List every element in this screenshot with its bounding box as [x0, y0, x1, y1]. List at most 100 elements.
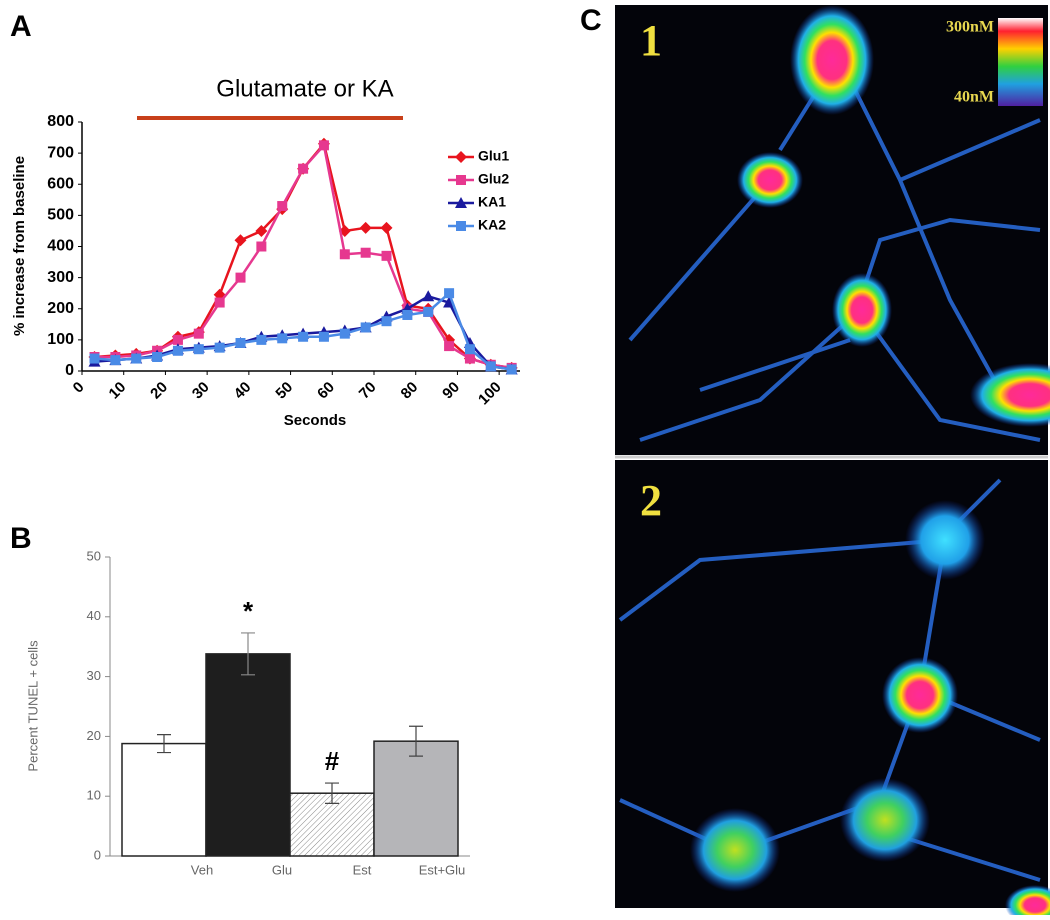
marker	[172, 334, 183, 345]
y-tick-label: 700	[47, 144, 74, 161]
colorbar-max: 300nM	[946, 19, 994, 36]
image-label: 2	[640, 476, 662, 525]
x-tick-label: 40	[231, 379, 255, 403]
marker	[402, 309, 413, 320]
marker	[455, 151, 467, 163]
marker	[110, 355, 121, 366]
marker	[298, 163, 309, 174]
marker	[381, 250, 392, 261]
marker	[455, 197, 467, 208]
y-tick-label: 200	[47, 300, 74, 317]
y-tick-label: 0	[94, 847, 101, 862]
x-tick-label: 100	[475, 379, 505, 409]
marker	[193, 344, 204, 355]
y-tick-label: 50	[87, 548, 101, 563]
chart-title: Glutamate or KA	[216, 75, 393, 102]
marker	[131, 353, 142, 364]
x-tick-label: 30	[189, 379, 213, 403]
marker	[339, 328, 350, 339]
y-tick-label: 10	[87, 788, 101, 803]
marker	[423, 306, 434, 317]
x-tick-label: 70	[356, 379, 380, 403]
panel-label: C	[580, 4, 602, 37]
panel-label: B	[10, 522, 32, 555]
micrograph-2	[615, 460, 1050, 920]
panel-label: A	[10, 10, 32, 43]
colorbar-min: 40nM	[954, 89, 994, 106]
bar	[121, 742, 207, 857]
image-label: 1	[640, 16, 662, 65]
y-tick-label: 500	[47, 207, 74, 224]
marker	[318, 331, 329, 342]
y-axis-label: % increase from baseline	[11, 156, 28, 336]
y-tick-label: 0	[65, 362, 74, 379]
x-tick-label: 10	[106, 379, 130, 403]
marker	[256, 241, 267, 252]
legend-label: Glu2	[478, 171, 509, 187]
marker	[298, 331, 309, 342]
marker	[277, 333, 288, 344]
marker	[256, 334, 267, 345]
legend-label: KA1	[478, 194, 506, 210]
bar	[205, 653, 291, 857]
marker	[152, 351, 163, 362]
x-tick-label: 20	[147, 379, 171, 403]
y-tick-label: 300	[47, 269, 74, 286]
annotation: *	[243, 596, 254, 626]
error-bar	[157, 734, 171, 754]
x-tick-label: Veh	[191, 862, 213, 877]
x-tick-label: 90	[439, 379, 463, 403]
marker	[456, 175, 466, 185]
x-axis-label: Seconds	[284, 412, 347, 429]
marker	[360, 247, 371, 258]
annotation: #	[325, 746, 340, 776]
marker	[485, 361, 496, 372]
y-tick-label: 30	[87, 668, 101, 683]
micrograph-1	[615, 5, 1050, 455]
marker	[456, 221, 466, 231]
y-tick-label: 40	[87, 608, 101, 623]
marker	[255, 224, 268, 237]
legend-label: Glu1	[478, 148, 509, 164]
marker	[277, 201, 288, 212]
marker	[214, 342, 225, 353]
y-tick-label: 100	[47, 331, 74, 348]
marker	[464, 353, 475, 364]
y-axis-label: Percent TUNEL + cells	[25, 640, 40, 772]
x-tick-label: Est+Glu	[419, 862, 466, 877]
marker	[172, 345, 183, 356]
marker	[235, 272, 246, 283]
x-tick-label: Est	[353, 862, 372, 877]
marker	[506, 364, 517, 375]
error-bar	[241, 632, 255, 676]
marker	[381, 316, 392, 327]
marker	[359, 221, 372, 234]
y-tick-label: 400	[47, 238, 74, 255]
bar	[373, 740, 459, 857]
x-tick-label: 50	[272, 379, 296, 403]
marker	[422, 290, 435, 302]
y-tick-label: 800	[47, 113, 74, 130]
marker	[318, 140, 329, 151]
marker	[444, 288, 455, 299]
marker	[214, 297, 225, 308]
marker	[339, 249, 350, 260]
marker	[193, 328, 204, 339]
marker	[234, 234, 247, 247]
marker	[235, 337, 246, 348]
x-tick-label: Glu	[272, 862, 292, 877]
marker	[89, 353, 100, 364]
x-tick-label: 80	[398, 379, 422, 403]
legend-label: KA2	[478, 217, 506, 233]
x-tick-label: 60	[314, 379, 338, 403]
error-bar	[325, 782, 339, 804]
y-tick-label: 600	[47, 175, 74, 192]
marker	[380, 221, 393, 234]
marker	[360, 322, 371, 333]
marker	[464, 344, 475, 355]
marker	[444, 341, 455, 352]
error-bar	[409, 725, 423, 757]
x-tick-label: 0	[70, 379, 88, 397]
